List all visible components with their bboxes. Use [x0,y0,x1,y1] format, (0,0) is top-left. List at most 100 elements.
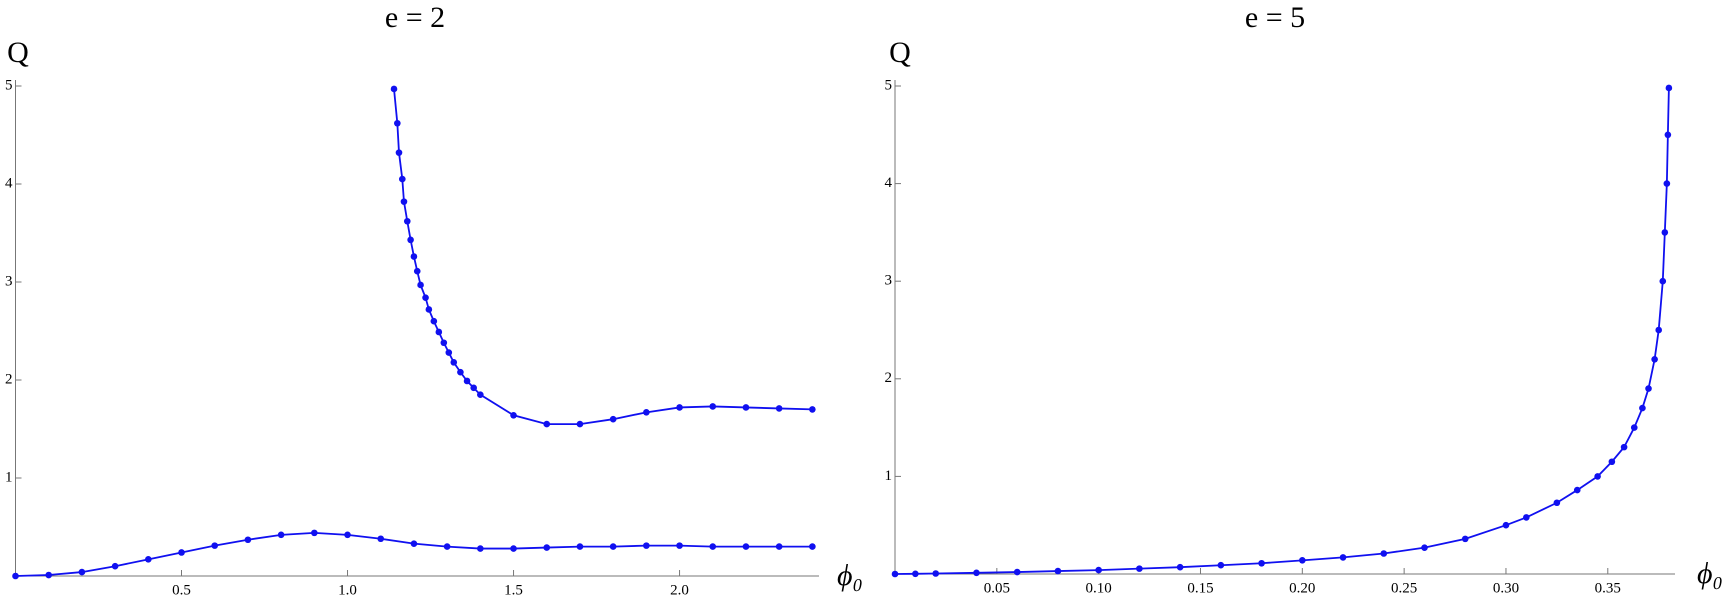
data-point [445,349,453,356]
x-tick-label: 1.0 [338,582,357,598]
data-point [742,404,750,411]
data-point [1095,566,1102,574]
data-point [12,572,19,580]
data-point [1594,473,1601,480]
data-point [1054,567,1062,575]
data-point [1299,557,1306,564]
data-point [78,568,86,576]
data-point [1176,563,1184,571]
y-tick-label: 2 [5,371,13,387]
y-tick-label: 4 [5,175,13,191]
data-point [277,531,285,539]
data-point [477,391,484,399]
x-tick-label: 0.10 [1086,580,1112,596]
data-point [643,542,650,549]
data-point [477,545,484,552]
data-point [1630,424,1638,431]
x-axis-label: ϕ₀ [1697,557,1723,590]
data-point [450,359,458,366]
y-tick-label: 3 [885,273,893,289]
data-point [576,543,584,550]
data-point [609,415,617,423]
data-point [1655,326,1663,334]
data-point [403,217,411,225]
data-point [932,570,940,577]
y-tick-label: 1 [885,468,893,484]
data-point [1013,568,1021,576]
y-tick-label: 5 [5,77,13,93]
data-point [395,149,403,156]
data-point [410,253,418,260]
data-point [430,317,438,325]
x-tick-label: 0.20 [1289,580,1315,596]
data-point [422,294,429,301]
data-point [1639,404,1646,412]
y-tick-label: 3 [5,273,13,289]
data-point [390,85,398,93]
data-point [443,543,451,550]
x-tick-label: 2.0 [670,582,689,598]
data-point [510,411,517,419]
data-line [894,87,1670,575]
data-point [425,306,433,313]
data-point [311,529,318,537]
x-tick-label: 0.35 [1595,580,1621,596]
data-point [413,267,421,275]
data-point [1523,514,1530,521]
data-point [510,545,517,552]
data-point [676,404,683,411]
data-point [809,406,816,413]
data-point [609,543,617,550]
data-point [1339,554,1347,561]
y-axis-label: Q [7,36,29,69]
data-point [775,405,783,412]
data-point [470,384,477,392]
data-point [407,236,414,244]
x-tick-label: 1.5 [504,582,523,598]
data-point [344,531,351,539]
data-point [394,119,401,127]
data-point [463,377,471,385]
data-point [145,556,152,563]
data-point [676,542,683,549]
y-tick-label: 1 [5,469,13,485]
x-tick-label: 0.25 [1391,580,1417,596]
chart-title: e = 2 [385,1,445,34]
y-tick-label: 5 [885,77,893,93]
y-tick-label: 4 [885,175,893,191]
data-point [410,540,418,547]
data-point [244,536,252,544]
data-point [435,328,443,336]
data-point [377,535,385,543]
data-point [1553,499,1561,507]
x-tick-label: 0.5 [172,582,191,598]
chart-title: e = 5 [1245,1,1305,34]
data-point [1573,486,1581,494]
data-point [576,420,584,428]
data-point [709,543,717,550]
data-point [45,571,53,579]
x-tick-label: 0.05 [984,580,1010,596]
y-tick-label: 2 [885,370,893,386]
data-point [643,409,650,416]
x-tick-label: 0.15 [1187,580,1213,596]
data-point [1665,84,1673,92]
data-point [543,544,551,551]
data-point [178,549,185,556]
data-point [457,368,464,376]
data-point [775,543,783,550]
data-point [1258,559,1265,567]
data-point [1661,229,1669,236]
data-point [912,570,919,578]
data-line [15,531,813,577]
data-point [1663,180,1671,187]
data-point [400,198,408,205]
data-point [1608,458,1616,466]
data-point [809,543,816,550]
data-point [211,542,219,549]
data-point [1136,565,1143,572]
data-point [742,543,750,550]
data-point [1659,277,1667,285]
x-tick-label: 0.30 [1493,580,1519,596]
